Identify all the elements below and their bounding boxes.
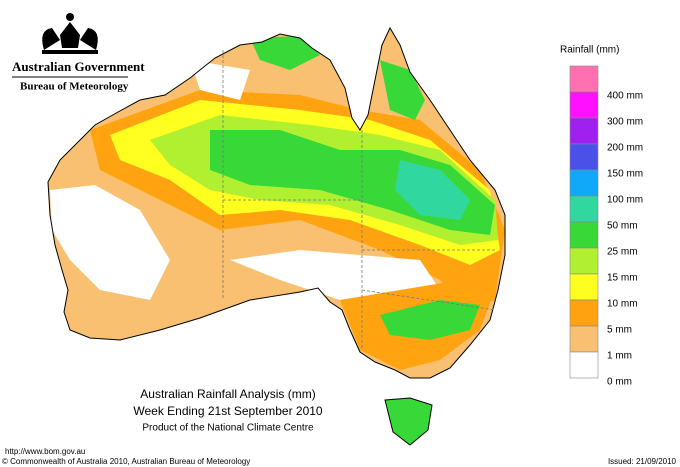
issued: Issued: 21/09/2010 bbox=[608, 457, 677, 466]
legend-label: 1 mm bbox=[607, 351, 632, 362]
legend-swatch bbox=[569, 351, 599, 379]
legend-swatch bbox=[569, 273, 599, 301]
legend-label: 10 mm bbox=[607, 299, 638, 310]
map-title: Australian Rainfall Analysis (mm) bbox=[140, 387, 315, 401]
legend-label: 150 mm bbox=[607, 169, 643, 180]
map-subtitle: Week Ending 21st September 2010 bbox=[133, 404, 323, 418]
legend-label: 200 mm bbox=[607, 143, 643, 154]
legend-swatch bbox=[569, 325, 599, 353]
government: Australian Government bbox=[12, 59, 145, 74]
legend-label: 0 mm bbox=[607, 377, 632, 388]
legend-swatch bbox=[569, 169, 599, 197]
legend-swatch bbox=[569, 195, 599, 223]
legend-label: 50 mm bbox=[607, 221, 638, 232]
state-borders bbox=[222, 50, 496, 350]
map-credit: Product of the National Climate Centre bbox=[142, 423, 314, 434]
legend-label: 25 mm bbox=[607, 247, 638, 258]
legend-label: 15 mm bbox=[607, 273, 638, 284]
legend-swatch bbox=[569, 143, 599, 171]
legend-label: 5 mm bbox=[607, 325, 632, 336]
tasmania bbox=[384, 397, 433, 446]
legend: 400 mm 300 mm 200 mm 150 mm 100 mm 50 mm 25 mm… bbox=[569, 65, 643, 388]
legend-swatch bbox=[569, 299, 599, 327]
legend-label: 100 mm bbox=[607, 195, 643, 206]
legend-swatch bbox=[569, 91, 599, 119]
coat-of-arms bbox=[42, 13, 98, 54]
coastline bbox=[47, 26, 506, 379]
legend-title: Rainfall (mm) bbox=[560, 45, 619, 56]
legend-swatch bbox=[569, 65, 599, 93]
bureau: Bureau of Meteorology bbox=[20, 81, 129, 93]
legend-label: 300 mm bbox=[607, 117, 643, 128]
url: http://www.bom.gov.au bbox=[5, 447, 85, 456]
copyright: © Commonwealth of Australia 2010, Austra… bbox=[2, 457, 250, 466]
legend-swatch bbox=[569, 221, 599, 249]
legend-label: 400 mm bbox=[607, 91, 643, 102]
legend-swatch bbox=[569, 117, 599, 145]
legend-swatch bbox=[569, 247, 599, 275]
